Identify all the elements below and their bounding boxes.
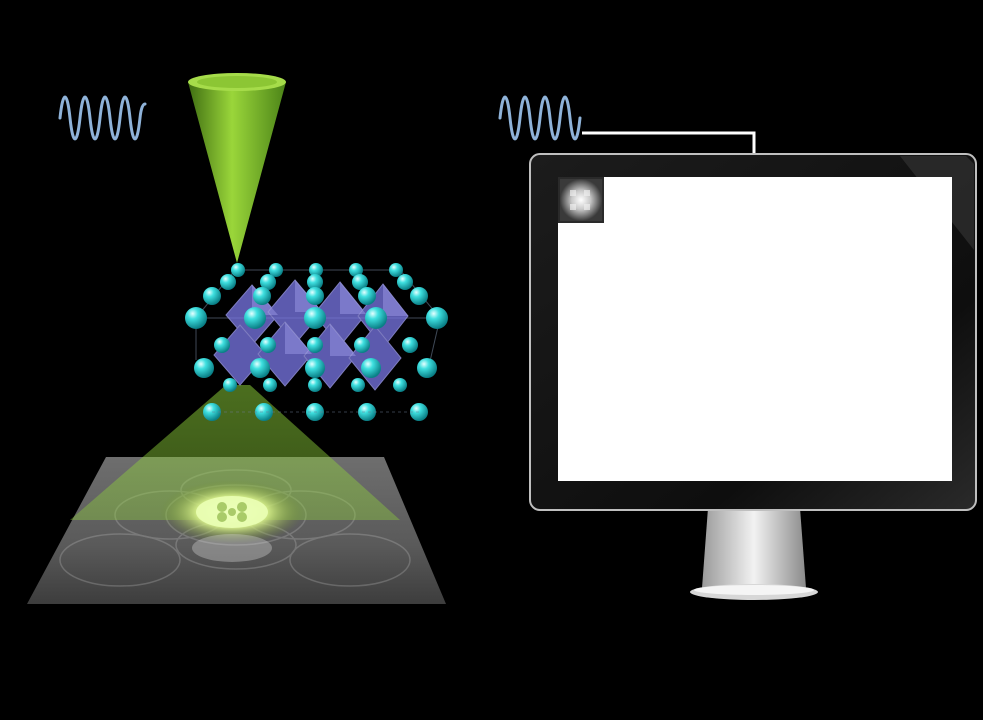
diffracted-beam bbox=[70, 385, 400, 520]
diffraction-pattern-thumbnail bbox=[558, 177, 604, 223]
sine-wave-icon-left bbox=[58, 95, 147, 141]
signal-cable bbox=[582, 131, 756, 155]
diffraction-pattern-center bbox=[160, 480, 304, 562]
computer-monitor bbox=[529, 153, 977, 600]
electron-beam-cone bbox=[188, 73, 286, 263]
perovskite-lattice bbox=[185, 263, 448, 421]
monitor-screen bbox=[558, 177, 952, 481]
sine-wave-icon-right bbox=[498, 95, 582, 141]
monitor-stand bbox=[702, 508, 806, 588]
